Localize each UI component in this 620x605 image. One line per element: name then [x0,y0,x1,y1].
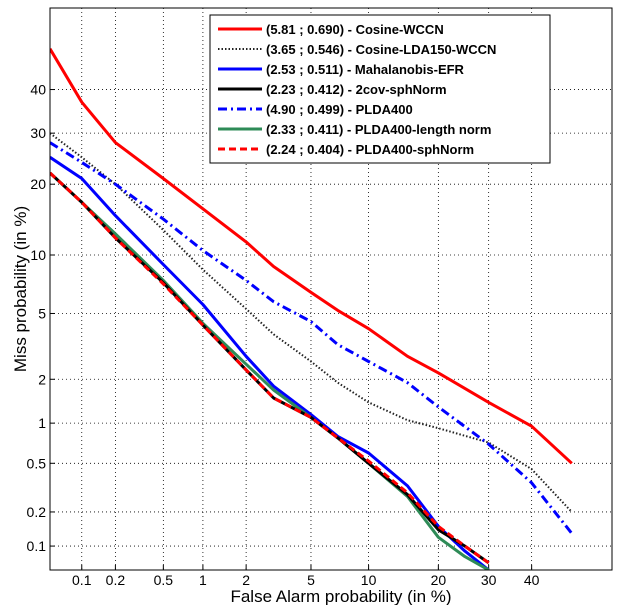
x-tick-label: 0.1 [72,572,92,588]
y-tick-labels: 0.1 0.2 0.5 1 2 5 10 20 30 40 [27,82,47,555]
y-tick-label: 40 [30,82,46,98]
x-tick-label: 10 [361,572,377,588]
series-line [50,171,490,565]
series-line [50,171,490,570]
series-lines [50,48,573,570]
legend-box [209,14,551,164]
x-tick-label: 0.2 [106,572,126,588]
series-line [50,132,573,513]
plot-frame [49,7,613,571]
y-tick-label: 5 [38,305,46,321]
series-line [50,141,573,535]
y-tick-label: 1 [38,415,46,431]
x-axis-label: False Alarm probability (in %) [230,587,451,605]
y-tick-label: 0.2 [27,504,47,520]
x-tick-labels: 0.1 0.2 0.5 1 2 5 10 20 30 40 [72,572,540,588]
x-tick-label: 20 [431,572,447,588]
legend: (5.81 ; 0.690) - Cosine-WCCN (3.65 ; 0.54… [209,14,551,164]
x-tick-label: 2 [242,572,250,588]
legend-label: (2.33 ; 0.411) - PLDA400-length norm [266,122,491,137]
y-tick-label: 10 [30,247,46,263]
legend-label: (2.24 ; 0.404) - PLDA400-sphNorm [266,142,474,157]
x-tick-label: 0.5 [154,572,174,588]
y-tick-label: 20 [30,176,46,192]
legend-label: (5.81 ; 0.690) - Cosine-WCCN [266,22,444,37]
x-tick-label: 1 [199,572,207,588]
y-tick-label: 30 [30,125,46,141]
y-axis-label: Miss probability (in %) [11,206,30,372]
legend-label: (2.23 ; 0.412) - 2cov-sphNorm [266,82,447,97]
x-tick-label: 40 [524,572,540,588]
legend-label: (2.53 ; 0.511) - Mahalanobis-EFR [266,62,465,77]
x-tick-label: 30 [481,572,497,588]
x-tick-label: 5 [307,572,315,588]
y-tick-label: 0.1 [27,538,47,554]
legend-label: (3.65 ; 0.546) - Cosine-LDA150-WCCN [266,42,496,57]
series-line [50,48,573,465]
y-tick-label: 2 [38,371,46,387]
y-tick-label: 0.5 [27,455,47,471]
legend-label: (4.90 ; 0.499) - PLDA400 [266,102,413,117]
